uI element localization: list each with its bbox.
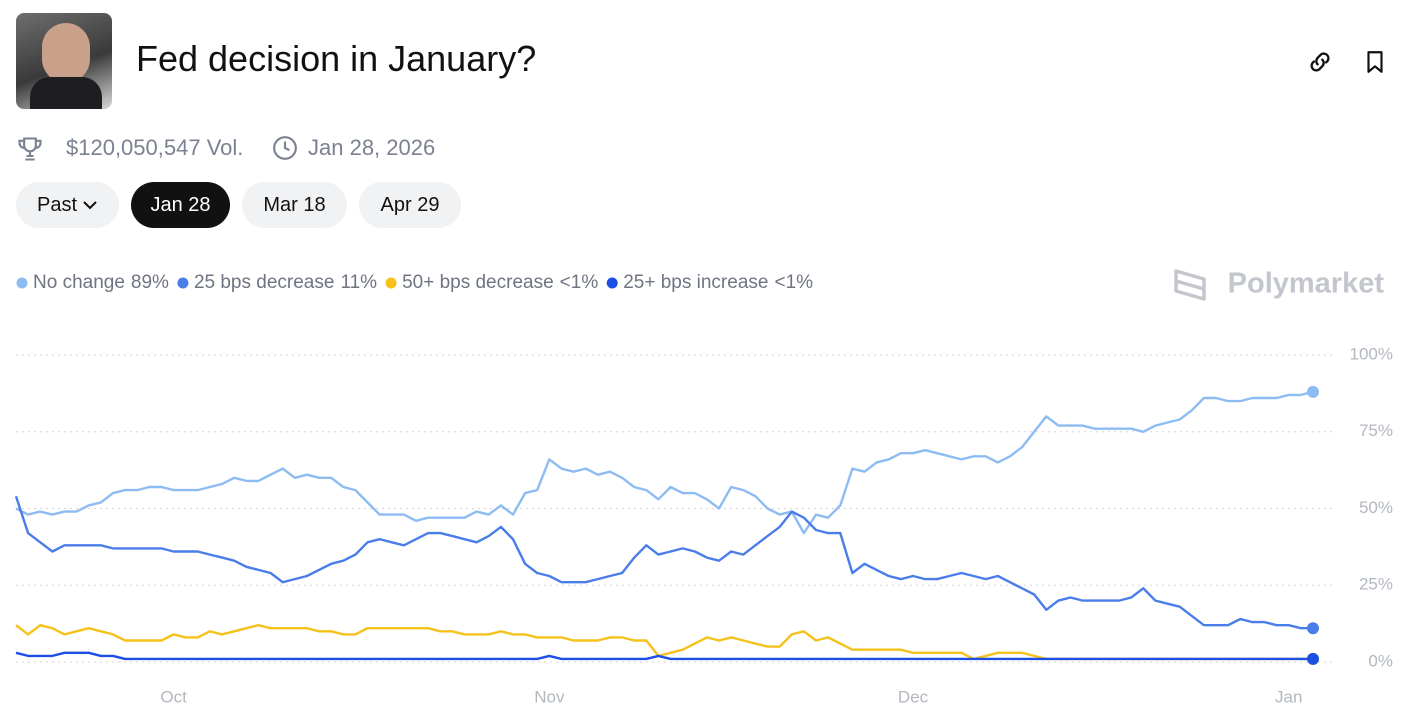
legend-entry: 25+ bps increase <1% (623, 272, 813, 293)
y-tick-label: 75% (1359, 421, 1393, 440)
series-line (15, 624, 1313, 661)
legend-name: 25+ bps increase (623, 272, 768, 293)
y-tick-label: 50% (1359, 498, 1393, 517)
legend-value: 11% (340, 272, 377, 293)
series-line (15, 390, 1314, 535)
chart: Polymarket 0% 25% 50% 75% 100% Oct Nov Dec Jan No… (14, 268, 1393, 706)
legend-value: <1% (560, 272, 599, 293)
y-tick-label: 0% (1368, 651, 1393, 670)
tab[interactable]: Apr 29 (359, 182, 461, 228)
legend-name: 25 bps decrease (194, 272, 335, 293)
brand-logo (1174, 269, 1206, 301)
tab-past[interactable]: Past (16, 182, 119, 228)
y-tick-label: 25% (1359, 575, 1393, 594)
y-tick-label: 100% (1350, 344, 1393, 363)
chevron (83, 201, 97, 210)
legend-marker (16, 277, 28, 289)
legend-marker (606, 277, 618, 289)
end-point (1307, 385, 1319, 398)
legend-marker (385, 277, 397, 289)
volume: $120,050,547 Vol. (66, 135, 244, 160)
legend-name: No change (33, 272, 125, 293)
tab[interactable]: Mar 18 (242, 182, 347, 228)
x-tick-label: Jan (1275, 687, 1302, 706)
series-line (14, 495, 1313, 630)
tab-label: Apr 29 (380, 194, 440, 216)
legend-value: <1% (774, 272, 813, 293)
bookmark-icon[interactable] (1362, 48, 1388, 76)
tab-label: Mar 18 (263, 194, 326, 216)
legend-entry: 25 bps decrease 11% (194, 272, 377, 293)
x-tick-label: Nov (534, 687, 565, 706)
brand: Polymarket (1228, 268, 1385, 300)
end-date: Jan 28, 2026 (308, 135, 436, 160)
legend-marker (177, 277, 189, 289)
legend-entry: No change 89% (33, 272, 169, 293)
x-tick-label: Oct (160, 687, 187, 706)
tab-label: Jan 28 (150, 194, 211, 216)
end-point (1307, 622, 1319, 635)
clock-icon (273, 136, 297, 160)
market-title: Fed decision in January? (136, 38, 537, 79)
trophy-icon (18, 137, 42, 161)
tab-label: Past (36, 194, 78, 216)
link-icon[interactable] (1306, 48, 1334, 76)
market-image (16, 13, 112, 109)
series-line (15, 651, 1313, 661)
legend-name: 50+ bps decrease (402, 272, 554, 293)
x-tick-label: Dec (898, 687, 929, 706)
tab[interactable]: Jan 28 (131, 182, 230, 228)
end-point (1307, 652, 1319, 665)
legend-value: 89% (131, 272, 169, 293)
legend-entry: 50+ bps decrease <1% (402, 272, 598, 293)
